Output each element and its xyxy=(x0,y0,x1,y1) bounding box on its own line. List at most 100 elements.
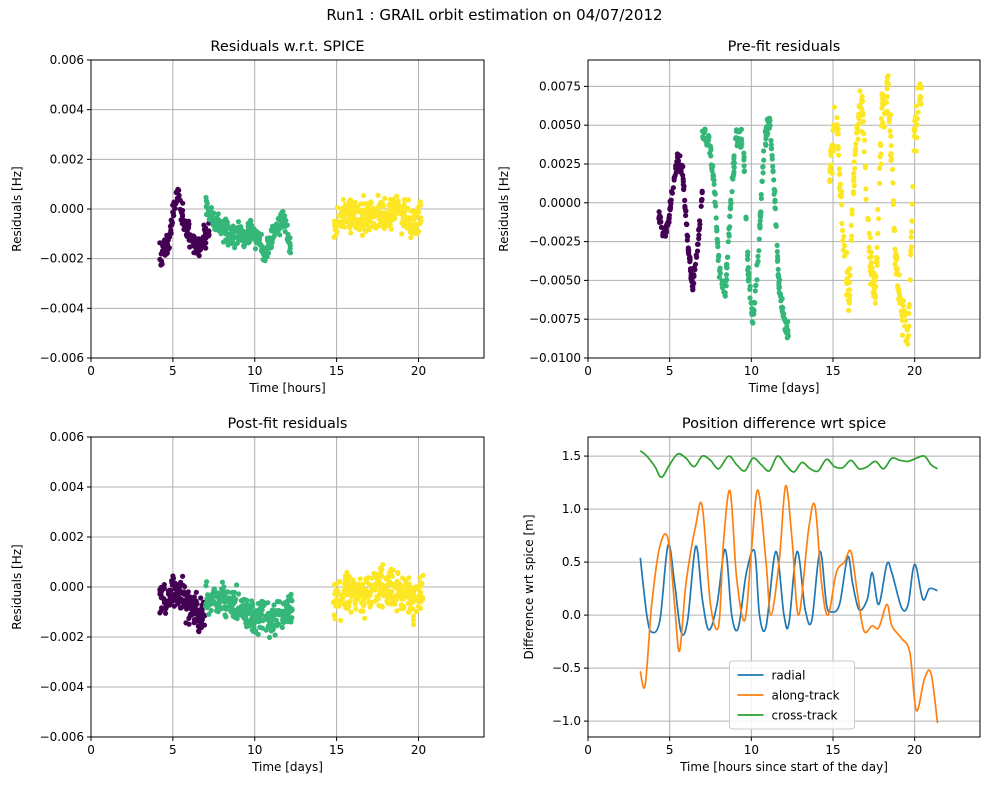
scatter-point xyxy=(241,242,248,248)
scatter-point xyxy=(675,157,681,163)
scatter-point xyxy=(846,307,852,313)
scatter-point xyxy=(743,216,749,222)
scatter-point xyxy=(235,591,242,597)
scatter-point xyxy=(763,136,769,142)
scatter-point xyxy=(179,217,185,223)
scatter-point xyxy=(251,624,257,630)
scatter-point xyxy=(380,588,386,594)
scatter-point xyxy=(682,203,688,209)
scatter-point xyxy=(657,214,664,220)
scatter-point xyxy=(733,128,739,134)
scatter-point xyxy=(689,274,695,280)
scatter-point xyxy=(392,212,398,218)
y-tick-label: 1.5 xyxy=(562,449,581,463)
scatter-point xyxy=(722,293,728,299)
scatter-point xyxy=(252,246,259,252)
scatter-point xyxy=(346,573,352,580)
scatter-point xyxy=(848,222,854,228)
scatter-point xyxy=(178,579,184,585)
scatter-point xyxy=(193,598,199,604)
scatter-point xyxy=(866,248,872,254)
scatter-point xyxy=(857,88,863,94)
scatter-point xyxy=(348,230,354,236)
scatter-point xyxy=(385,581,391,587)
scatter-point xyxy=(257,608,263,614)
y-tick-label: −0.006 xyxy=(40,730,84,744)
scatter-point xyxy=(279,624,285,630)
plot-area xyxy=(157,186,424,268)
scatter-point xyxy=(269,607,276,613)
chart-residuals-spice: Residuals w.r.t. SPICE 0 5 10 15 20 −0.006 −0.0… xyxy=(10,39,485,395)
scatter-point xyxy=(712,190,718,196)
scatter-point xyxy=(890,180,896,186)
scatter-point xyxy=(774,242,780,248)
scatter-point xyxy=(888,157,894,163)
scatter-point xyxy=(760,164,766,170)
scatter-point xyxy=(180,573,186,579)
y-tick-label: −0.0050 xyxy=(529,273,581,287)
x-axis-label: Time [days] xyxy=(251,760,323,774)
scatter-point xyxy=(866,244,872,250)
scatter-point xyxy=(365,220,371,226)
scatter-point xyxy=(730,173,736,180)
scatter-point xyxy=(378,210,384,216)
scatter-point xyxy=(188,599,195,605)
scatter-point xyxy=(840,238,846,244)
scatter-point xyxy=(262,258,268,264)
scatter-point xyxy=(196,236,202,242)
scatter-point xyxy=(687,259,693,265)
scatter-point xyxy=(175,590,182,596)
scatter-point xyxy=(276,217,282,223)
y-tick-label: 0.5 xyxy=(562,555,581,569)
scatter-point xyxy=(710,176,716,182)
scatter-point xyxy=(164,237,170,243)
scatter-point xyxy=(680,176,686,182)
scatter-point xyxy=(674,151,680,157)
scatter-point xyxy=(202,229,209,235)
scatter-point xyxy=(368,199,374,205)
scatter-point xyxy=(372,598,378,604)
scatter-point xyxy=(245,230,251,236)
scatter-point xyxy=(343,605,349,611)
scatter-point xyxy=(709,168,715,174)
scatter-point xyxy=(892,253,899,259)
scatter-point xyxy=(834,131,840,137)
scatter-point xyxy=(361,192,367,199)
scatter-point xyxy=(863,196,869,202)
y-tick-label: 0.004 xyxy=(50,480,84,494)
scatter-point xyxy=(904,327,910,333)
scatter-point xyxy=(716,254,722,260)
scatter-point xyxy=(692,267,698,273)
x-tick-label: 5 xyxy=(666,364,674,378)
scatter-point xyxy=(364,200,370,207)
scatter-point xyxy=(736,141,742,147)
scatter-point xyxy=(741,168,747,175)
scatter-point xyxy=(685,247,691,253)
scatter-point xyxy=(195,623,201,629)
scatter-point xyxy=(733,136,739,142)
scatter-point xyxy=(392,601,398,607)
scatter-point xyxy=(235,219,242,225)
scatter-point xyxy=(163,604,170,610)
scatter-point xyxy=(204,579,210,585)
scatter-point xyxy=(828,163,834,169)
scatter-point xyxy=(170,202,176,208)
scatter-point xyxy=(393,207,399,214)
scatter-point xyxy=(261,602,267,608)
legend-label: cross-track xyxy=(772,709,838,723)
scatter-point xyxy=(692,261,699,267)
scatter-point xyxy=(349,221,355,227)
scatter-point xyxy=(846,279,852,286)
scatter-point xyxy=(768,145,774,151)
scatter-point xyxy=(187,244,193,250)
scatter-point xyxy=(914,116,920,122)
scatter-point xyxy=(386,211,392,217)
scatter-point xyxy=(229,229,235,236)
scatter-point xyxy=(193,589,199,595)
scatter-point xyxy=(254,239,260,245)
y-tick-label: 0.002 xyxy=(50,152,84,166)
scatter-point xyxy=(205,206,211,213)
x-tick-label: 5 xyxy=(666,743,674,757)
scatter-point xyxy=(215,226,221,232)
scatter-point xyxy=(221,225,227,231)
